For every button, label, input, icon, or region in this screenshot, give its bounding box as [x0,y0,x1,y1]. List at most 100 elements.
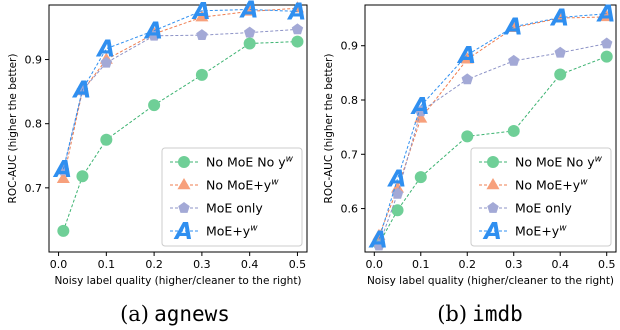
data-point [56,171,70,184]
data-point [243,26,256,38]
data-point [243,4,257,16]
legend-entry: No MoE+yw [479,178,588,193]
legend-marker: A [173,219,193,245]
caption-prefix: (b) [437,302,467,326]
data-point [57,224,70,237]
data-point [148,99,161,112]
legend-label: No MoE+yw [206,178,279,193]
data-point: A [387,167,407,193]
legend-entry: A MoE+yw [170,219,258,245]
plot-frame [364,4,617,253]
data-point: A [239,0,259,23]
data-point [461,130,474,143]
legend-label-text: MoE only [515,201,572,216]
data-point [391,187,404,199]
data-point: A [456,43,476,69]
y-tick-label: 0.8 [341,94,359,107]
x-tick-label: 0.0 [366,258,384,271]
data-point: A [287,0,307,25]
caption-dataset-name: agnews [154,302,230,326]
legend-marker [178,202,190,213]
legend-label-text: No MoE No y [515,155,595,170]
legend-label: No MoE No yw [206,155,294,170]
y-tick-label: 0.9 [341,40,359,53]
legend-label-text: No MoE No y [206,155,286,170]
legend-label-superscript: w [595,155,603,165]
y-axis-label: ROC-AUC (higher the better) [7,54,19,204]
data-point [554,68,567,81]
x-tick-label: 0.1 [98,258,116,271]
data-point [508,54,520,66]
data-point: A [503,15,523,41]
legend-label-superscript: w [580,178,588,188]
data-point: A [549,5,569,31]
legend-entry: A MoE+yw [479,219,567,245]
data-point [291,23,304,35]
series-line [62,8,298,170]
data-point [414,171,427,184]
legend-label: MoE only [515,201,572,216]
x-tick-label: 0.1 [412,258,430,271]
data-point [195,68,208,81]
y-tick-label: 0.7 [25,182,43,195]
legend-entry: MoE only [479,201,572,216]
legend-label: No MoE No yw [515,155,603,170]
data-point: A [52,157,72,183]
series-no-moe-no-y-w [57,35,304,237]
x-tick-label: 0.5 [289,258,307,271]
legend-entry: No MoE+yw [170,178,279,193]
data-point [554,46,566,58]
legend-label-text: MoE+y [515,224,560,239]
caption-dataset-name: imdb [472,302,523,326]
figure-caption: (b) imdb [437,302,523,326]
data-point [76,170,89,183]
legend-label-superscript: w [271,178,279,188]
data-point [373,239,385,251]
y-tick-label: 0.7 [341,148,359,161]
legend-marker [178,156,190,168]
data-point: A [95,37,115,63]
data-point [195,10,209,22]
data-point [507,124,520,137]
x-tick-label: 0.5 [598,258,616,271]
legend-marker [486,178,500,190]
data-point [600,37,613,49]
legend-entry: No MoE No yw [170,155,294,170]
legend-marker [487,202,499,213]
data-point [196,29,208,41]
data-point: A [596,2,616,28]
x-axis-label: Noisy label quality (higher/cleaner to t… [54,275,301,287]
data-point: A [410,94,430,120]
legend-label-text: MoE+y [206,224,251,239]
legend-marker: A [482,219,502,245]
y-tick-label: 0.8 [25,118,43,131]
chart-panel-imdb: 0.0 0.1 0.2 0.3 0.4 0.5 0.6 0.7 0.8 0.9 Noisy labe… [323,2,617,287]
x-tick-label: 0.0 [50,258,68,271]
series-line [378,13,607,240]
x-tick-label: 0.4 [551,258,569,271]
x-tick-label: 0.2 [145,258,163,271]
x-axis-label: Noisy label quality (higher/cleaner to t… [367,275,614,287]
legend-label: MoE only [206,201,263,216]
chart-panel-agnews: 0.0 0.1 0.2 0.3 0.4 0.5 0.7 0.8 0.9 Noisy label q… [7,0,308,287]
y-tick-label: 0.6 [341,203,359,216]
data-point [507,20,521,32]
x-tick-label: 0.2 [459,258,477,271]
legend-label-text: MoE only [206,201,263,216]
legend-marker [487,156,499,168]
y-axis-label: ROC-AUC (higher the better) [323,54,335,204]
legend-label-superscript: w [559,224,567,234]
legend-label-superscript: w [286,155,294,165]
data-point [148,29,160,41]
data-point [291,35,304,48]
data-point [57,164,70,176]
data-point [414,111,428,123]
data-point [243,37,256,50]
legend-label: MoE+yw [515,224,567,239]
figure-caption: (a) agnews [120,302,230,326]
data-point: A [191,0,211,25]
legend-label-text: No MoE+y [206,178,272,193]
